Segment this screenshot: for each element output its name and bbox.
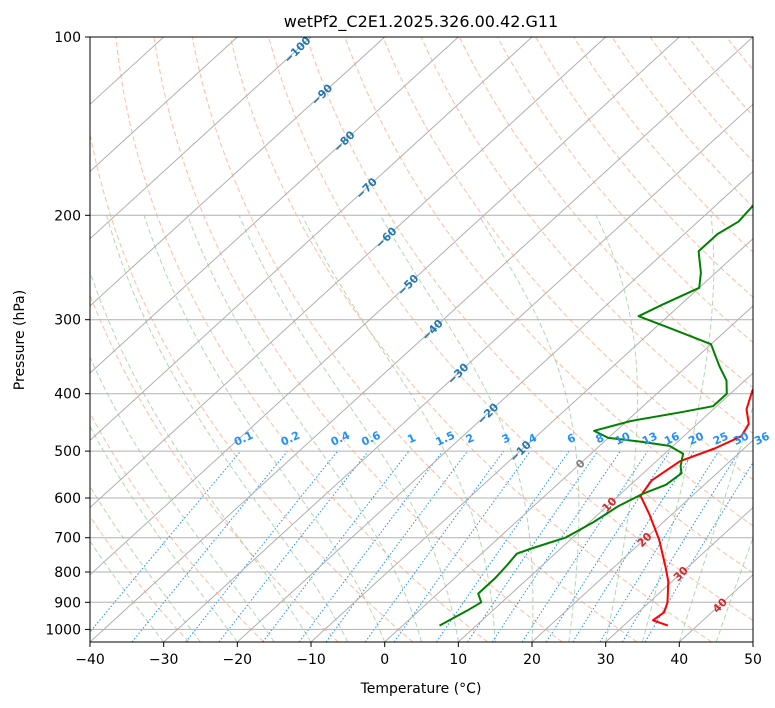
chart-title: wetPf2_C2E1.2025.326.00.42.G11 [284,12,558,32]
dry-adiabat [90,412,264,642]
moist-adiabat [678,404,753,642]
plot-frame [89,36,754,643]
moist-adiabat [478,215,580,642]
mixing-ratio-line [262,450,410,642]
y-tick-label: 300 [54,313,81,329]
isotherm-line [90,37,459,374]
mixing-ratio-label: 30 [731,429,751,447]
mixing-ratio-line [521,450,649,642]
dry-adiabat [115,37,488,642]
isotherm-line [90,37,312,240]
moist-adiabat [642,215,715,642]
isotherm-line [163,103,753,642]
dry-adiabat [420,37,753,435]
temperature-line [639,387,753,627]
x-tick-label: 0 [380,652,389,668]
y-axis-title: Pressure (hPa) [12,290,28,390]
y-tick-label: 600 [54,491,81,507]
moist-adiabat [301,215,496,642]
mixing-ratio-line [364,450,505,642]
x-tick-label: −40 [75,652,105,668]
mixing-ratio-line [572,450,695,642]
grid-lines [90,37,753,642]
x-tick-label: −30 [149,652,179,668]
x-tick-label: 50 [744,652,762,668]
x-tick-label: 30 [597,652,615,668]
mixing-ratio-line [644,461,753,642]
y-tick-label: 900 [54,595,81,611]
dry-adiabat [535,37,753,298]
mixing-ratio-line [325,450,468,642]
y-tick-label: 700 [54,531,81,547]
x-axis-title: Temperature (°C) [360,681,482,697]
series-layer [439,204,753,627]
isotherm-line [531,439,753,642]
dry-adiabat [306,37,753,574]
isotherm-line [90,37,238,173]
isotherm-line [90,37,753,642]
mixing-ratio-label: 25 [711,430,730,448]
y-tick-label: 400 [54,387,81,403]
y-tick-label: 200 [54,208,81,224]
dry-adiabat [268,37,753,622]
x-tick-label: 20 [523,652,541,668]
isotherm-line [236,170,753,642]
moist-adiabat [90,270,312,642]
isotherm-line [90,37,386,307]
moist-adiabat [90,485,201,642]
mixing-ratio-label: 36 [752,429,772,447]
isotherm-line [90,37,533,442]
moist-adiabat [187,215,422,642]
dry-adiabat [382,37,753,481]
x-tick-label: −20 [223,652,253,668]
isotherm-line [384,305,753,642]
mixing-ratio-line [599,450,720,642]
mixing-ratio-label: 20 [686,429,706,447]
y-tick-label: 1000 [45,622,81,638]
x-tick-label: 40 [670,652,688,668]
mixing-ratio-line [491,450,621,642]
y-tick-label: 100 [54,30,81,46]
y-tick-label: 500 [54,444,81,460]
moist-adiabat [595,215,639,642]
isotherm-line [310,237,753,642]
mixing-ratio-line [218,450,369,642]
axes: −40 −30 −20 −10 0 10 20 30 40 50 100 200 300 400 500 60… [45,30,762,668]
isotherm-line [457,372,753,642]
mixing-ratio-line [467,450,599,642]
mixing-ratio-line [621,450,740,642]
x-tick-label: −10 [296,652,326,668]
moist-adiabat [143,215,386,642]
mixing-ratio-label: 13 [640,430,659,448]
x-tick-label: 10 [449,652,467,668]
y-tick-label: 800 [54,565,81,581]
isotherm-line [90,37,607,509]
isotherm-line [90,37,680,576]
dry-adiabat [496,37,753,344]
mixing-ratio-label: 16 [662,429,682,447]
dry-adiabat [153,37,563,642]
dewpoint-line [439,204,753,627]
mixing-ratio-label: 10 [613,429,633,447]
isotherm-line [605,506,753,642]
dry-adiabat [191,37,638,642]
mixing-ratio-line [298,450,444,642]
